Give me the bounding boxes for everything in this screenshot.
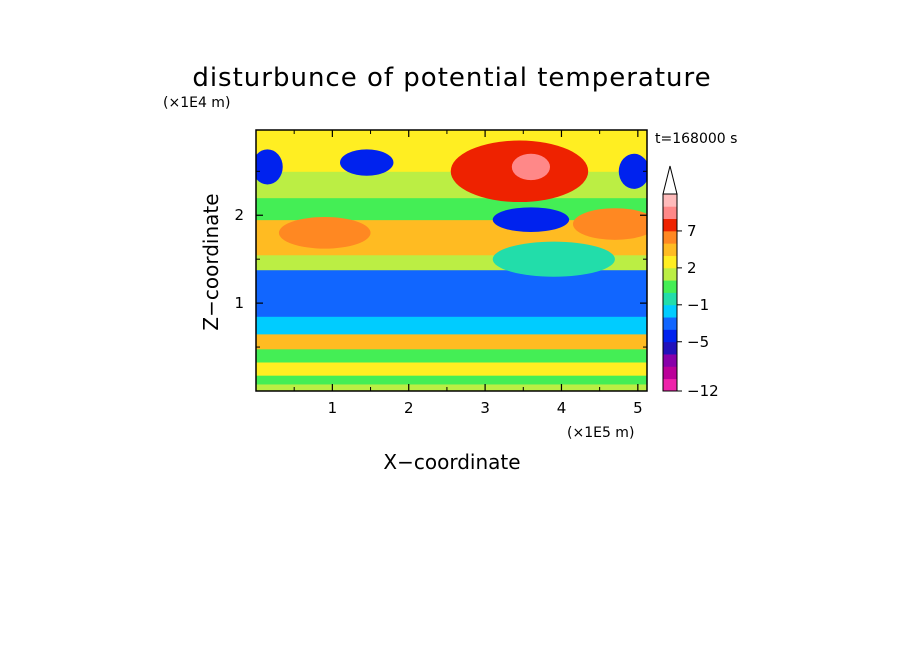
heatmap-feature [572, 208, 647, 240]
colorbar-segment [663, 206, 677, 220]
x-axis-label: X−coordinate [383, 450, 520, 474]
y-axis-unit: (×1E4 m) [163, 95, 230, 111]
colorbar-segment [663, 378, 677, 392]
colorbar-segment [663, 329, 677, 343]
heatmap-band [256, 316, 647, 335]
colorbar-segment [663, 218, 677, 232]
heatmap-feature [618, 153, 647, 189]
time-label: t=168000 s [655, 131, 737, 147]
colorbar-extend-triangle [662, 165, 678, 195]
x-axis-unit: (×1E5 m) [567, 425, 634, 441]
colorbar-label: −1 [687, 296, 709, 314]
plot-frame [255, 129, 648, 392]
colorbar-segment [663, 255, 677, 269]
colorbar-label: −5 [687, 333, 709, 351]
heatmap-band [256, 348, 647, 363]
colorbar-segment [663, 243, 677, 256]
heatmap-feature [492, 241, 615, 277]
colorbar-label: −12 [687, 382, 719, 400]
x-tick-label: 3 [480, 399, 490, 417]
x-axis: 1 2 3 4 5 [293, 130, 643, 417]
colorbar-segment [663, 354, 677, 367]
heatmap-band [256, 362, 647, 376]
chart-title: disturbunce of potential temperature [192, 63, 711, 93]
y-axis: 12 [234, 170, 647, 348]
colorbar-segment [663, 317, 677, 330]
colorbar-segment [663, 194, 677, 207]
heatmap-band [256, 130, 647, 172]
heatmap-band [256, 375, 647, 385]
y-axis-label: Z−coordinate [199, 193, 223, 330]
colorbar-segment [663, 341, 677, 355]
y-tick-label: 1 [234, 294, 244, 312]
y-tick-label: 2 [234, 206, 244, 224]
x-tick-label: 4 [557, 399, 567, 417]
colorbar-segment [663, 230, 677, 244]
heatmap-plot-area [256, 130, 647, 391]
colorbar-segment [663, 280, 677, 293]
colorbar-label: 2 [687, 259, 697, 277]
heatmap-band [256, 333, 647, 350]
heatmap-band [256, 383, 647, 391]
colorbar-segment [663, 267, 677, 281]
colorbar-segment [663, 366, 677, 380]
heatmap-feature [340, 149, 394, 176]
colorbar-segment [663, 292, 677, 306]
colorbar: −12−5−127 [662, 165, 719, 400]
heatmap-feature [278, 217, 371, 249]
heatmap-band [256, 269, 647, 317]
heatmap-feature [492, 207, 570, 232]
x-tick-label: 5 [633, 399, 643, 417]
heatmap-feature [256, 149, 283, 185]
colorbar-frame [662, 193, 678, 392]
x-tick-label: 1 [328, 399, 338, 417]
colorbar-segment [663, 304, 677, 318]
colorbar-label: 7 [687, 222, 697, 240]
heatmap-feature [511, 153, 551, 181]
x-tick-label: 2 [404, 399, 414, 417]
